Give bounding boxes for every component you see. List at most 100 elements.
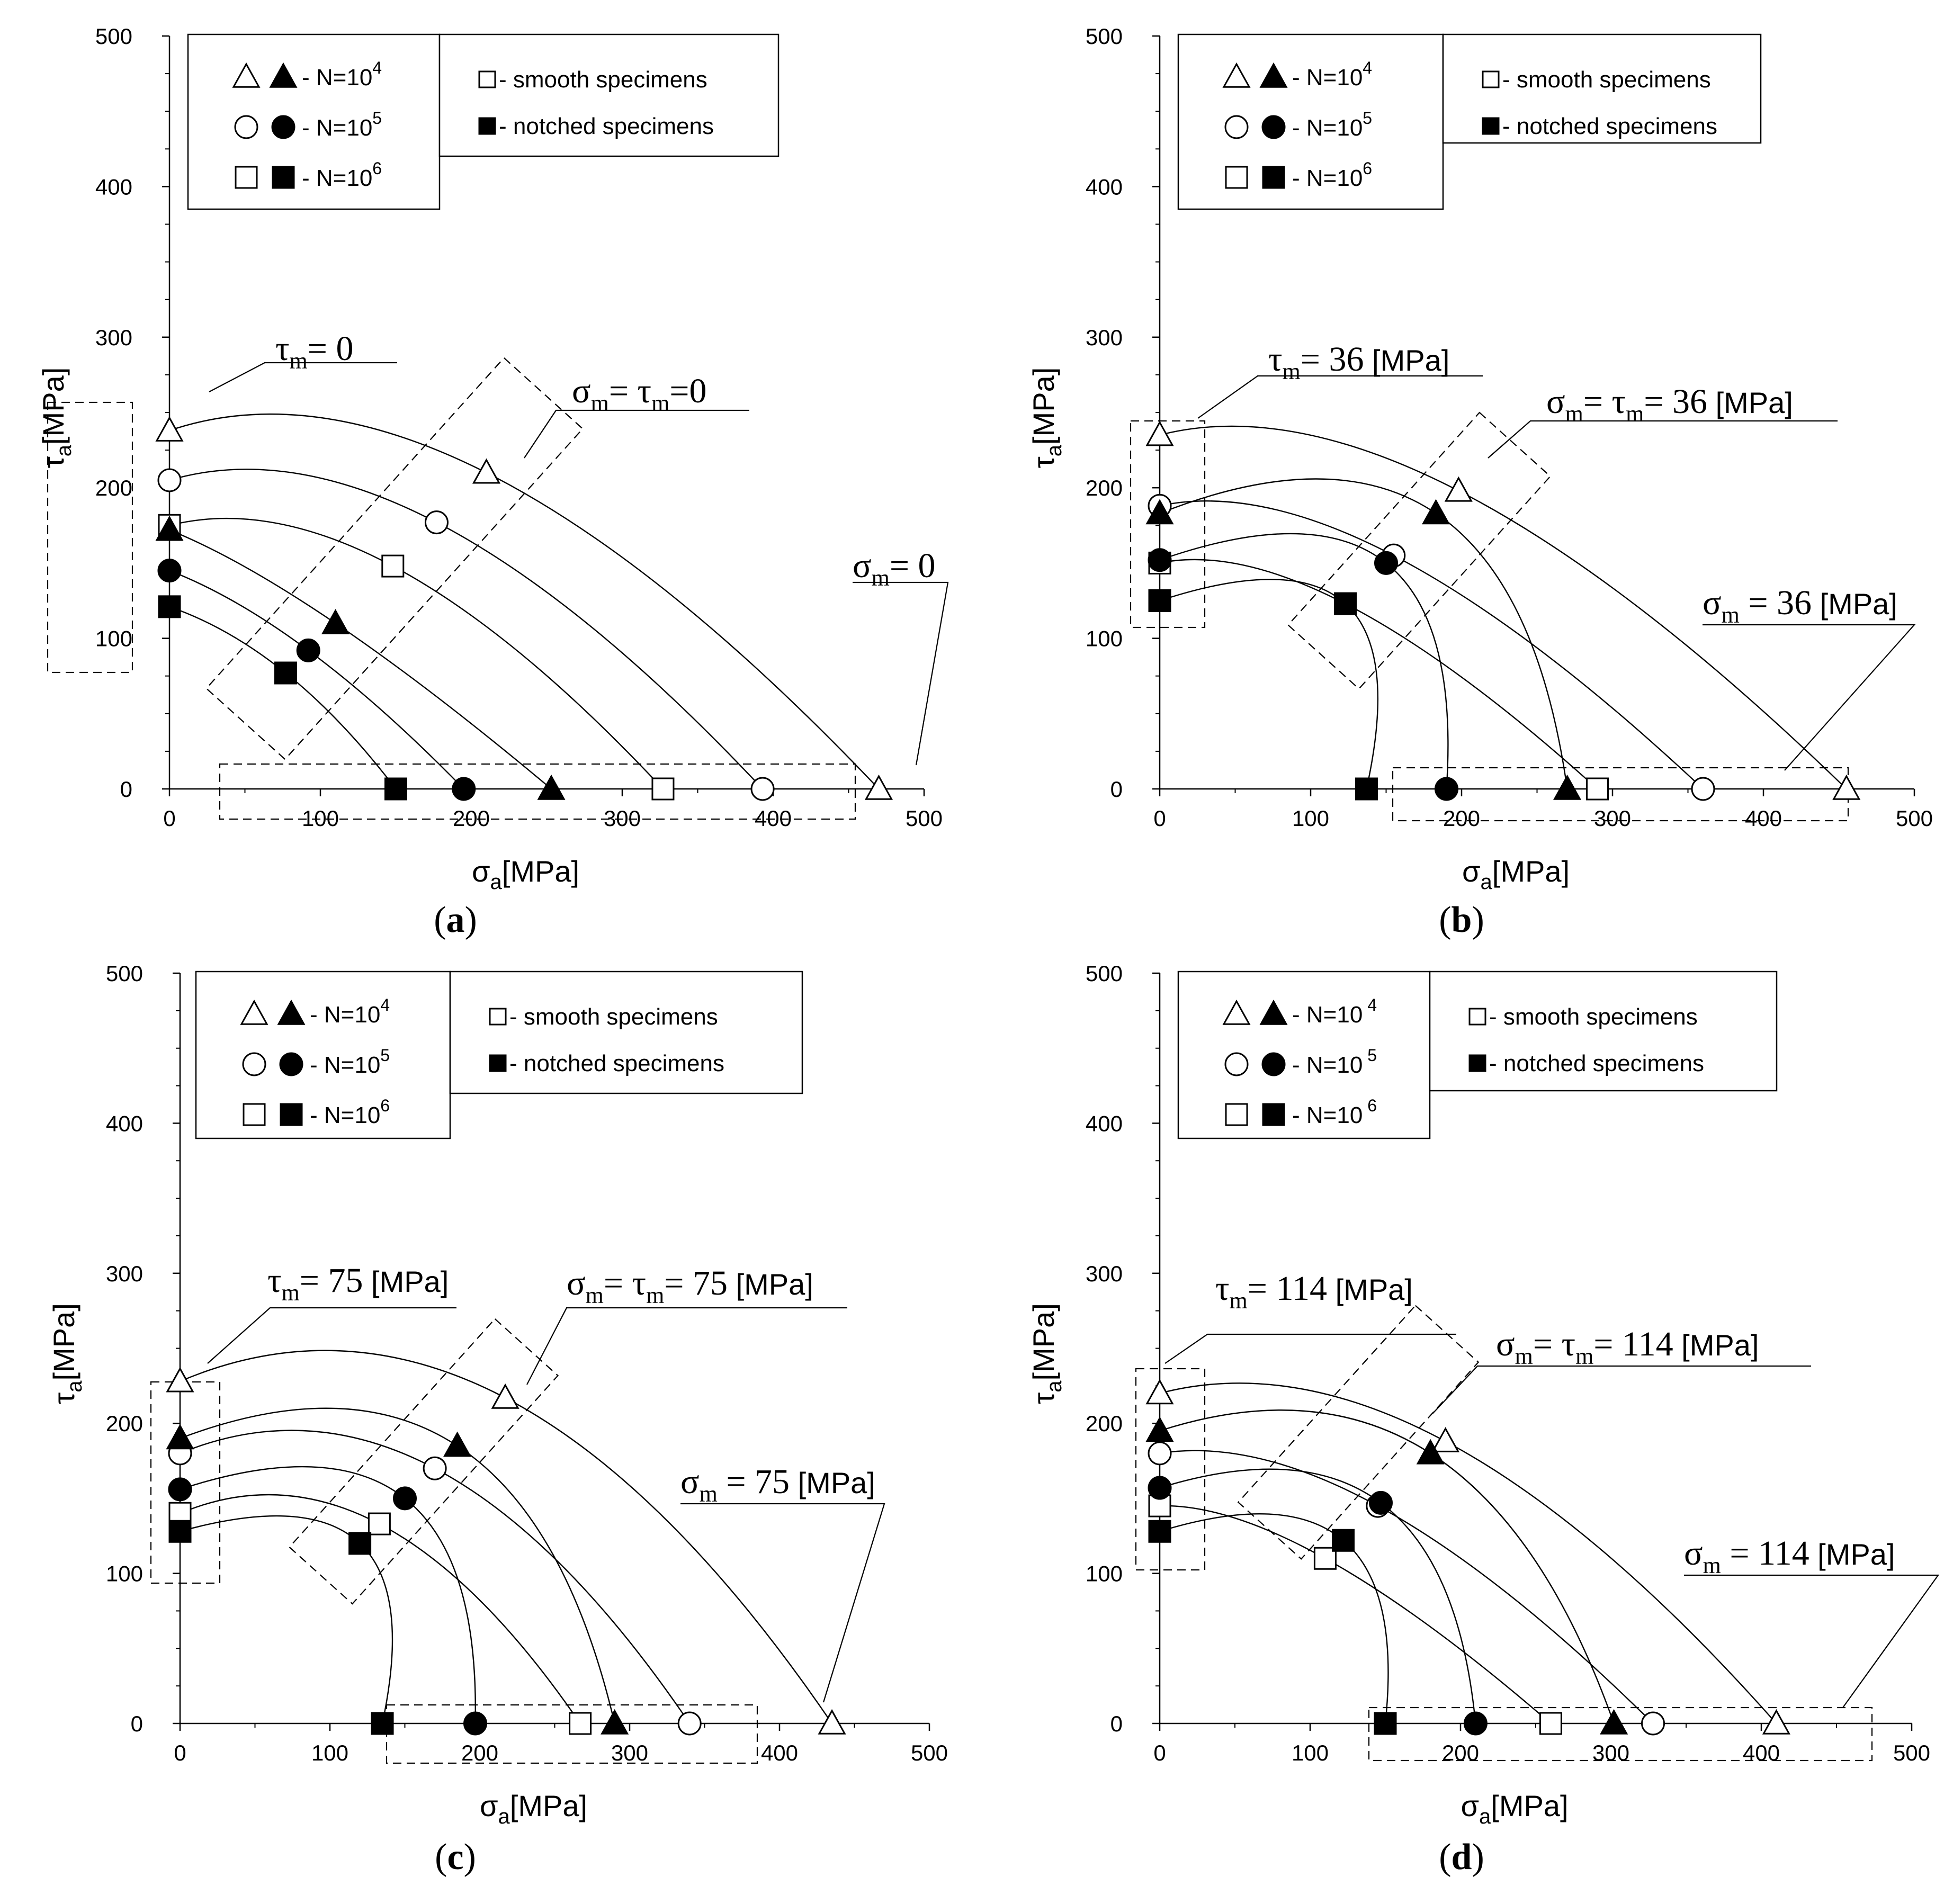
legend-smooth-square-icon — [1482, 70, 1500, 88]
legend-smooth-square-icon — [243, 1103, 266, 1126]
y-axis-symbol: τ — [1027, 1393, 1060, 1404]
fit-curve — [180, 1407, 615, 1724]
x-tick-label: 500 — [911, 1740, 948, 1765]
y-tick-label: 300 — [106, 1261, 143, 1286]
smooth-circle-marker — [1691, 777, 1715, 801]
smooth-circle-marker — [1148, 1441, 1172, 1466]
x-tick-label: 0 — [1153, 806, 1166, 831]
dashed-group-box-1 — [47, 401, 133, 673]
y-axis-label: τa[MPa] — [37, 367, 76, 469]
fit-curve — [169, 469, 763, 789]
x-tick-label: 500 — [1896, 806, 1933, 831]
legend-cycles-label: - N=10 5 — [1292, 1046, 1377, 1078]
notched-triangle-marker — [1553, 774, 1582, 800]
notched-triangle-marker — [166, 1424, 194, 1450]
annotation-leader-line — [207, 1307, 456, 1364]
x-axis-unit: [MPa] — [510, 1789, 587, 1822]
legend-notched-square-icon — [478, 117, 496, 135]
fit-curve — [1159, 1468, 1476, 1724]
legend-notched-triangle-icon — [1259, 62, 1288, 88]
smooth-triangle-marker — [864, 774, 893, 800]
x-tick-label: 100 — [302, 806, 339, 831]
notched-circle-marker — [452, 777, 476, 801]
annotation-label: σm= τm= 75 [MPa] — [567, 1264, 813, 1308]
legend-notched-square-icon — [489, 1054, 507, 1072]
smooth-circle-marker — [750, 777, 775, 801]
y-tick-label: 500 — [95, 24, 132, 49]
x-axis-symbol: σ — [1461, 1789, 1479, 1822]
y-tick-label: 100 — [106, 1561, 143, 1586]
notched-square-marker — [158, 595, 181, 618]
annotation-label: σm= τm=0 — [572, 372, 707, 416]
x-axis-symbol: σ — [472, 855, 490, 888]
y-tick-label: 100 — [1086, 626, 1123, 651]
notched-square-marker — [384, 777, 407, 801]
legend-smooth-square-icon — [1468, 1008, 1486, 1026]
y-tick-label: 400 — [106, 1111, 143, 1136]
legend-smooth-square-icon — [1225, 166, 1248, 189]
dashed-group-box-1 — [1130, 420, 1206, 628]
y-tick-label: 0 — [1110, 1711, 1123, 1736]
fit-curve — [180, 1466, 476, 1724]
annotation-leader-line — [1684, 1574, 1940, 1708]
y-tick-label: 500 — [1086, 961, 1123, 986]
x-tick-label: 200 — [1442, 1740, 1479, 1765]
smooth-triangle-marker — [472, 458, 501, 484]
chart-panel-d: 0 100 200 300 400 5000100200300400500σa[MPa]τ… — [1027, 961, 1940, 1878]
y-tick-label: 200 — [1086, 1411, 1123, 1436]
notched-circle-marker — [1148, 1476, 1172, 1500]
smooth-square-marker — [381, 554, 405, 578]
x-tick-label: 0 — [1153, 1740, 1166, 1765]
chart-panel-c: 0 100 200 300 400 5000100200300400500σa[MPa]τ… — [47, 961, 948, 1878]
panel-label: (b) — [1439, 900, 1484, 940]
legend-smooth-triangle-icon — [1222, 62, 1251, 88]
notched-triangle-marker — [321, 609, 350, 634]
annotation-leader-line — [1488, 420, 1838, 459]
x-tick-label: 0 — [163, 806, 175, 831]
legend-specimen-label: - notched specimens — [499, 113, 714, 139]
notched-square-marker — [1374, 1712, 1397, 1735]
x-tick-label: 500 — [906, 806, 943, 831]
legend-cycles-label: - N=105 — [302, 109, 382, 141]
legend-cycles-label: - N=105 — [1292, 109, 1372, 141]
notched-triangle-marker — [1145, 499, 1174, 525]
notched-square-marker — [1148, 589, 1171, 612]
notched-triangle-marker — [443, 1431, 472, 1457]
notched-triangle-marker — [1416, 1439, 1445, 1465]
legend-specimen-label: - notched specimens — [1502, 113, 1717, 139]
notched-circle-marker — [1463, 1711, 1488, 1736]
y-tick-label: 500 — [106, 961, 143, 986]
dashed-group-box-2 — [1287, 411, 1552, 690]
y-tick-label: 100 — [95, 626, 132, 651]
annotation-label: σm = 36 [MPa] — [1703, 583, 1897, 628]
legend-notched-triangle-icon — [269, 62, 298, 88]
y-tick-label: 0 — [120, 777, 132, 802]
notched-square-marker — [1334, 592, 1357, 615]
y-axis-label: τa[MPa] — [1027, 367, 1066, 469]
notched-circle-marker — [463, 1711, 488, 1736]
legend-cycles-label: - N=104 — [310, 995, 390, 1028]
y-tick-label: 0 — [131, 1711, 143, 1736]
x-tick-label: 500 — [1893, 1740, 1930, 1765]
legend-notched-circle-icon — [1261, 115, 1286, 139]
x-axis-subscript: a — [1479, 1805, 1491, 1828]
notched-square-marker — [371, 1712, 394, 1735]
smooth-circle-marker — [157, 468, 182, 492]
legend-notched-circle-icon — [1261, 1052, 1286, 1076]
x-tick-label: 100 — [311, 1740, 348, 1765]
legend-notched-square-icon — [1468, 1054, 1486, 1072]
legend-specimen-box — [1429, 971, 1778, 1092]
legend-smooth-square-icon — [478, 70, 496, 88]
y-axis-symbol: τ — [1027, 456, 1060, 468]
x-tick-label: 0 — [174, 1740, 186, 1765]
x-axis-subscript: a — [490, 870, 503, 894]
legend-specimen-box — [449, 971, 803, 1094]
legend-cycles-label: - N=10 4 — [1292, 995, 1377, 1028]
notched-square-marker — [1148, 1520, 1171, 1543]
x-tick-label: 400 — [755, 806, 792, 831]
dashed-group-box-1 — [1135, 1368, 1206, 1571]
x-tick-label: 100 — [1292, 1740, 1329, 1765]
legend-cycles-label: - N=104 — [302, 58, 382, 91]
y-axis-symbol: τ — [37, 456, 70, 468]
notched-circle-marker — [168, 1477, 192, 1502]
